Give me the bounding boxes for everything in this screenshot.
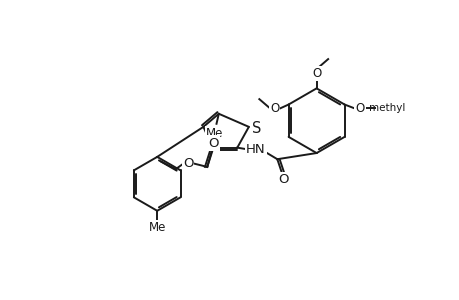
Text: O: O xyxy=(269,102,279,115)
Text: O: O xyxy=(208,136,218,149)
Text: Me: Me xyxy=(148,221,166,234)
Text: O: O xyxy=(311,67,320,80)
Text: Me: Me xyxy=(206,127,223,140)
Text: O: O xyxy=(355,102,364,115)
Text: O: O xyxy=(182,157,193,169)
Text: methyl: methyl xyxy=(369,103,405,113)
Text: S: S xyxy=(252,121,261,136)
Text: O: O xyxy=(278,173,288,187)
Text: HN: HN xyxy=(246,143,265,157)
